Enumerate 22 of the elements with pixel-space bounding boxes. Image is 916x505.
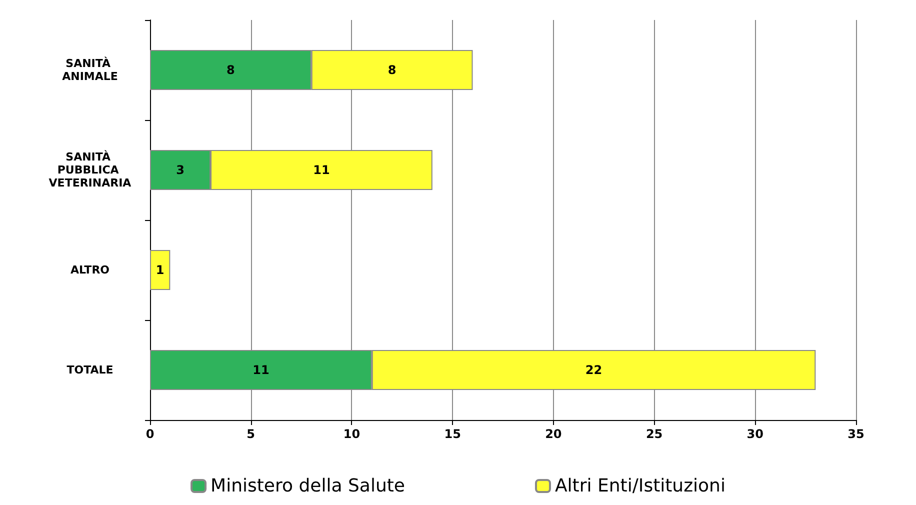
y-tick-label: TOTALE <box>66 364 114 376</box>
x-tick-label: 15 <box>444 427 461 441</box>
data-label: 22 <box>585 363 602 377</box>
bar <box>150 250 170 290</box>
x-tick-label: 10 <box>343 427 360 441</box>
x-tick-label: 30 <box>746 427 764 441</box>
legend-label: Ministero della Salute <box>210 476 405 496</box>
data-label: 8 <box>388 63 396 77</box>
x-tick-label: 25 <box>646 427 663 441</box>
data-label: 11 <box>252 363 270 377</box>
data-label: 11 <box>313 163 330 177</box>
y-tick-label: SANITÀ ANIMALE <box>62 56 118 83</box>
data-label: 3 <box>176 163 184 177</box>
y-tick-label: SANITÀ PUBBLICA VETERINARIA <box>48 150 132 190</box>
y-tick-label: ALTRO <box>70 264 110 276</box>
data-label: 1 <box>156 263 164 277</box>
legend-label: Altri Enti/Istituzioni <box>554 476 726 496</box>
x-tick-label: 5 <box>246 427 256 441</box>
x-tick-label: 35 <box>848 427 864 441</box>
x-tick-label: 20 <box>545 427 562 441</box>
x-tick-label: 0 <box>146 427 154 441</box>
data-label: 8 <box>226 63 235 77</box>
